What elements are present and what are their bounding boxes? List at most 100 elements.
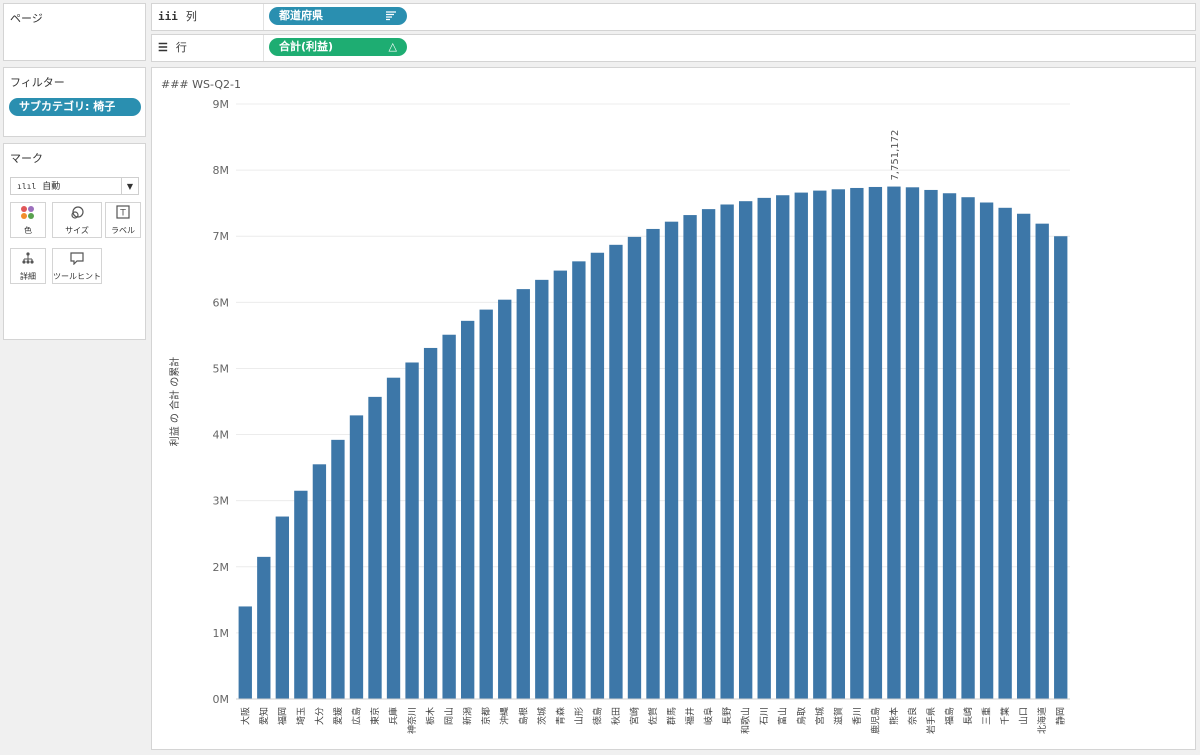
bar xyxy=(498,299,512,699)
bar xyxy=(479,309,493,699)
x-tick-label: 千葉 xyxy=(999,707,1011,725)
x-tick-label: 熊本 xyxy=(888,707,900,725)
marks-panel-title: マーク xyxy=(10,152,43,165)
y-tick-label: 4M xyxy=(213,429,230,442)
column-pill-label: 都道府県 xyxy=(279,9,323,22)
y-tick-label: 7M xyxy=(213,230,230,243)
x-tick-label: 長野 xyxy=(722,707,733,725)
size-button[interactable]: サイズ xyxy=(52,202,102,238)
x-tick-label: 岐阜 xyxy=(703,707,715,725)
x-tick-label: 京都 xyxy=(480,707,492,725)
label-button[interactable]: T ラベル xyxy=(105,202,141,238)
y-tick-label: 0M xyxy=(213,693,230,706)
bar xyxy=(590,252,605,699)
bar xyxy=(998,207,1012,700)
filters-panel-title: フィルター xyxy=(10,76,65,89)
x-tick-label: 秋田 xyxy=(610,707,622,725)
x-tick-label: 和歌山 xyxy=(740,707,752,734)
tooltip-icon xyxy=(53,251,101,271)
color-button[interactable]: 色 xyxy=(10,202,46,238)
bar xyxy=(442,334,456,699)
x-tick-label: 新潟 xyxy=(462,707,474,725)
row-pill-profit-sum[interactable]: 合計(利益) △ xyxy=(269,38,407,56)
detail-button[interactable]: 詳細 xyxy=(10,248,46,284)
bar xyxy=(1054,236,1068,699)
label-icon: T xyxy=(106,205,140,225)
row-pill-label: 合計(利益) xyxy=(279,40,334,53)
bar xyxy=(942,193,957,699)
columns-icon: iii xyxy=(158,10,178,23)
x-tick-label: 岩手県 xyxy=(925,707,937,734)
x-tick-label: 福井 xyxy=(684,707,696,725)
y-tick-label: 3M xyxy=(213,495,230,508)
x-tick-label: 大阪 xyxy=(239,707,251,725)
bar xyxy=(738,201,753,699)
y-tick-label: 5M xyxy=(213,362,230,375)
worksheet-view[interactable]: ### WS-Q2-1 0M 1M 2M 3M 4M 5M 6M 7M 8M 9M 利益 の 合計 … xyxy=(151,67,1196,750)
color-dots-icon xyxy=(11,205,45,225)
svg-text:T: T xyxy=(119,209,126,219)
bar xyxy=(979,202,994,699)
bar xyxy=(368,396,382,699)
x-tick-label: 埼玉 xyxy=(295,707,307,725)
bar xyxy=(757,197,771,699)
bar xyxy=(535,279,549,699)
bar xyxy=(627,236,642,699)
rows-icon: ☰ xyxy=(158,41,168,54)
mark-type-dropdown[interactable]: ılıl 自動 ▼ xyxy=(10,177,139,195)
pages-panel[interactable]: ページ xyxy=(3,3,146,61)
x-tick-label: 山形 xyxy=(573,707,585,725)
x-tick-label: 宮城 xyxy=(814,707,826,725)
filter-pill-subcategory[interactable]: サブカテゴリ: 椅子 xyxy=(9,98,141,116)
x-tick-label: 兵庫 xyxy=(388,707,400,725)
bar xyxy=(646,228,660,699)
bar xyxy=(887,186,901,699)
columns-shelf-text: 列 xyxy=(185,10,197,23)
chevron-down-icon[interactable]: ▼ xyxy=(121,178,138,194)
size-button-label: サイズ xyxy=(65,226,89,235)
detail-button-label: 詳細 xyxy=(20,272,36,281)
x-tick-label: 福島 xyxy=(944,707,956,725)
x-tick-label: 沖縄 xyxy=(499,707,511,725)
x-tick-label: 山口 xyxy=(1019,707,1030,725)
x-tick-label: 栃木 xyxy=(425,707,437,725)
x-tick-label: 北海道 xyxy=(1036,707,1048,734)
bar xyxy=(813,190,827,699)
bar xyxy=(831,189,846,699)
bar xyxy=(683,215,697,700)
label-button-label: ラベル xyxy=(111,226,135,235)
bar xyxy=(516,289,530,699)
rows-shelf[interactable]: ☰ 行 合計(利益) △ xyxy=(151,34,1196,62)
x-tick-label: 三重 xyxy=(981,707,993,725)
bar xyxy=(664,221,679,699)
column-pill-prefecture[interactable]: 都道府県 xyxy=(269,7,407,25)
bar xyxy=(423,347,438,699)
x-tick-label: 愛媛 xyxy=(332,707,344,725)
x-tick-label: 島根 xyxy=(517,707,529,725)
bar xyxy=(238,606,252,699)
bar xyxy=(331,439,345,699)
x-tick-label: 岡山 xyxy=(444,707,455,725)
marks-panel: マーク ılıl 自動 ▼ 色 サイズ T ラベル 詳細 ツールヒント xyxy=(3,143,146,340)
data-label: 7,751,172 xyxy=(890,130,901,181)
columns-shelf[interactable]: iii 列 都道府県 xyxy=(151,3,1196,31)
bar xyxy=(257,556,271,699)
bar xyxy=(905,187,920,700)
bar xyxy=(720,204,734,699)
bar xyxy=(553,270,568,699)
bar-chart-icon: ılıl xyxy=(17,182,37,191)
x-tick-label: 神奈川 xyxy=(406,707,418,734)
x-tick-label: 徳島 xyxy=(591,707,603,725)
x-tick-label: 茨城 xyxy=(536,707,548,725)
x-tick-label: 大分 xyxy=(313,707,325,725)
tooltip-button[interactable]: ツールヒント xyxy=(52,248,102,284)
bar xyxy=(868,186,883,699)
sort-icon xyxy=(385,7,397,25)
x-tick-label: 香川 xyxy=(852,707,863,725)
bar xyxy=(405,362,419,699)
bar xyxy=(386,377,401,699)
rows-shelf-text: 行 xyxy=(175,41,187,54)
bar xyxy=(312,464,327,699)
delta-icon: △ xyxy=(388,40,397,53)
y-tick-label: 1M xyxy=(213,627,230,640)
